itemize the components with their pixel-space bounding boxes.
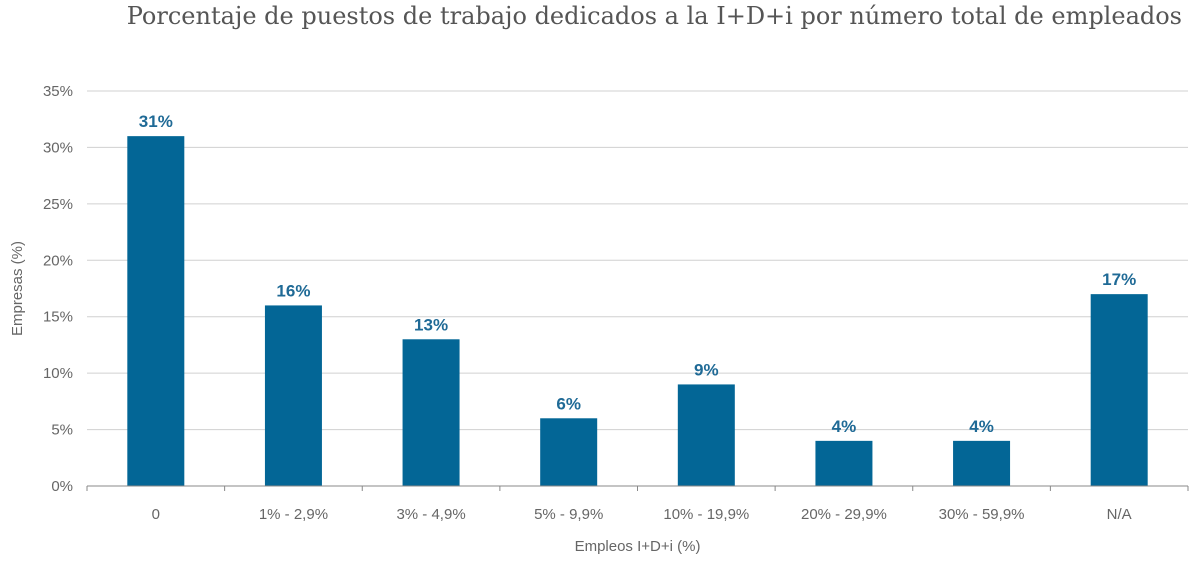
data-labels: 31% 16% 13% 6% 9% 4% 4% 17%: [139, 112, 1136, 436]
bar: [127, 136, 185, 486]
data-label: 13%: [414, 315, 448, 334]
x-tick-label: 1% - 2,9%: [259, 506, 328, 523]
y-tick-label: 30%: [43, 139, 73, 156]
bar: [1090, 294, 1148, 486]
bar: [540, 418, 598, 486]
x-tick-label: 20% - 29,9%: [801, 506, 887, 523]
x-tick-label: 10% - 19,9%: [663, 506, 749, 523]
y-tick-label: 10%: [43, 365, 73, 382]
chart-title: Porcentaje de puestos de trabajo dedicad…: [126, 2, 1182, 30]
x-tick-label: 5% - 9,9%: [534, 506, 603, 523]
bar: [264, 305, 322, 486]
data-label: 31%: [139, 112, 173, 131]
y-tick-label: 0%: [51, 478, 73, 495]
bars: [127, 136, 1148, 486]
gridlines: [87, 90, 1188, 431]
y-tick-labels: 0% 5% 10% 15% 20% 25% 30% 35%: [43, 83, 73, 495]
y-tick-label: 15%: [43, 309, 73, 326]
y-tick-label: 35%: [43, 83, 73, 100]
data-label: 4%: [969, 417, 994, 436]
data-label: 16%: [276, 281, 310, 300]
x-tick-label: 3% - 4,9%: [396, 506, 465, 523]
y-tick-label: 20%: [43, 252, 73, 269]
y-tick-label: 5%: [51, 422, 73, 439]
bar: [815, 440, 873, 486]
y-tick-label: 25%: [43, 196, 73, 213]
bar: [402, 339, 460, 486]
data-label: 4%: [832, 417, 857, 436]
x-tick-label: N/A: [1107, 506, 1132, 523]
bar: [953, 440, 1011, 486]
x-axis-title: Empleos I+D+i (%): [575, 538, 701, 555]
x-axis: 0 1% - 2,9% 3% - 4,9% 5% - 9,9% 10% - 19,9% 2…: [86, 485, 1189, 523]
y-axis-title: Empresas (%): [9, 241, 26, 336]
bar: [677, 384, 735, 486]
data-label: 9%: [694, 360, 719, 379]
data-label: 17%: [1102, 270, 1136, 289]
x-tick-label: 0: [152, 506, 160, 523]
data-label: 6%: [556, 394, 581, 413]
x-tick-label: 30% - 59,9%: [939, 506, 1025, 523]
